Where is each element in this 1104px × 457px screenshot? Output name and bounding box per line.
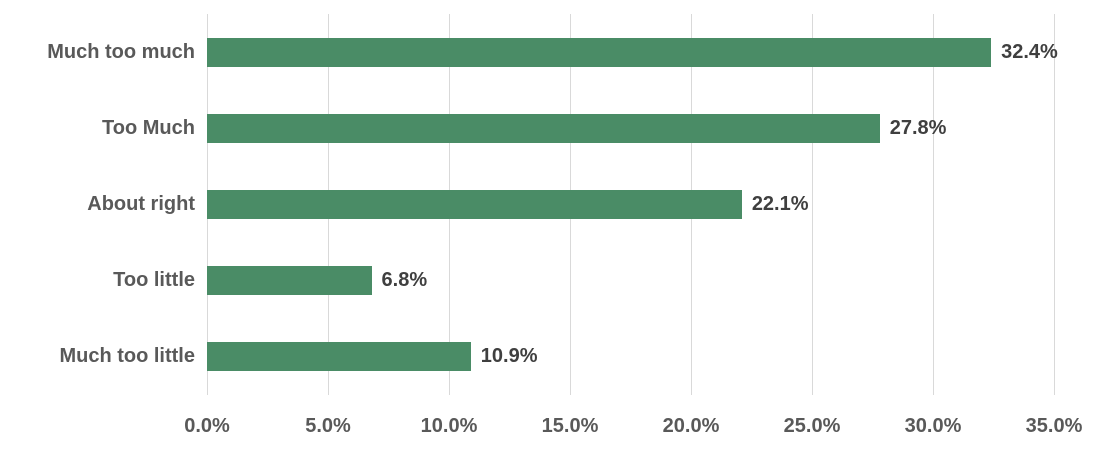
x-axis-tick-label: 15.0% bbox=[541, 415, 599, 437]
category-label: Too Much bbox=[102, 116, 195, 139]
x-axis-tick-label: 5.0% bbox=[305, 415, 351, 437]
value-label: 27.8% bbox=[889, 116, 947, 139]
category-label: About right bbox=[87, 193, 195, 215]
x-gridline bbox=[812, 14, 813, 395]
x-axis-tick-label: 10.0% bbox=[420, 415, 478, 437]
bar bbox=[207, 113, 880, 143]
x-axis-tick-label: 30.0% bbox=[904, 415, 962, 437]
bar bbox=[207, 266, 372, 296]
value-label: 32.4% bbox=[1001, 40, 1058, 63]
bar bbox=[207, 190, 742, 219]
category-label: Much too little bbox=[59, 345, 195, 368]
bar bbox=[207, 342, 471, 372]
x-axis-tick-label: 20.0% bbox=[662, 415, 720, 437]
value-label: 22.1% bbox=[751, 193, 809, 215]
category-label: Too little bbox=[113, 269, 195, 292]
value-label: 10.9% bbox=[480, 345, 538, 368]
x-axis-tick-label: 35.0% bbox=[1025, 415, 1083, 437]
x-axis-tick-label: 0.0% bbox=[184, 415, 230, 437]
bar bbox=[207, 37, 992, 67]
x-axis-tick-label: 25.0% bbox=[783, 415, 841, 437]
x-gridline bbox=[933, 14, 934, 395]
x-gridline bbox=[1054, 14, 1055, 395]
category-label: Much too much bbox=[47, 40, 195, 63]
value-label: 6.8% bbox=[381, 269, 428, 292]
